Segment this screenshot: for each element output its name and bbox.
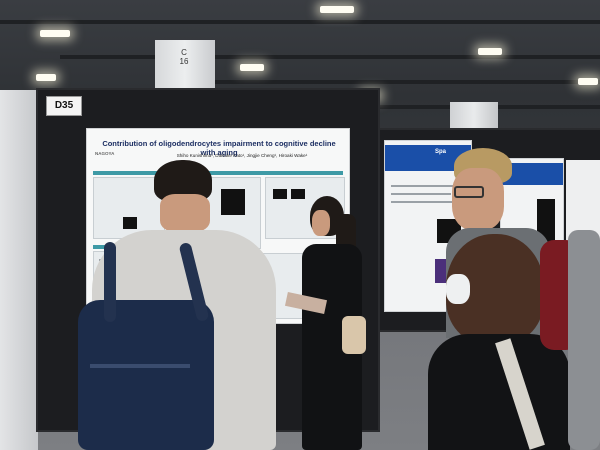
poster-authors: Shiho Kunishima¹, Daisuke Kato¹, Jingjie… — [176, 153, 308, 158]
microscopy-image — [123, 217, 137, 229]
backpack-zipper — [90, 364, 190, 368]
ceiling-light — [478, 48, 502, 55]
woman-with-mask — [420, 234, 570, 450]
ceiling-beam — [60, 55, 600, 59]
poster-text-line — [391, 201, 463, 203]
section-bar — [93, 171, 343, 175]
glasses-icon — [454, 186, 484, 198]
poster-text-line — [391, 185, 461, 187]
poster-title: Contribution of oligodendrocytes impairm… — [102, 139, 336, 157]
face — [312, 210, 330, 236]
man-with-backpack — [78, 160, 280, 450]
face-mask — [446, 274, 470, 304]
board-number: D35 — [46, 96, 82, 116]
microscopy-image — [221, 189, 245, 215]
jacket — [568, 230, 600, 450]
wall-panel — [0, 90, 38, 450]
microscopy-image — [291, 189, 305, 199]
pillar-label: C 16 — [179, 48, 189, 66]
ceiling-beam — [200, 80, 600, 84]
neck — [160, 194, 210, 232]
ceiling-light — [320, 6, 354, 13]
backpack-strap — [104, 242, 116, 322]
woman-reading-poster — [284, 196, 366, 450]
ceiling-light — [40, 30, 70, 37]
ceiling-light — [36, 74, 56, 81]
handbag — [342, 316, 366, 354]
backpack — [78, 300, 214, 450]
poster-title: Spa — [435, 149, 447, 155]
microscopy-image — [273, 189, 287, 199]
institution-logo: NAGOYA — [95, 151, 115, 156]
ceiling-beam — [0, 20, 600, 24]
ceiling-light — [240, 64, 264, 71]
face — [452, 168, 504, 230]
person-with-red-backpack — [530, 180, 600, 450]
ceiling-light — [578, 78, 598, 85]
poster-text-line — [391, 193, 451, 195]
poster-header — [501, 163, 563, 185]
